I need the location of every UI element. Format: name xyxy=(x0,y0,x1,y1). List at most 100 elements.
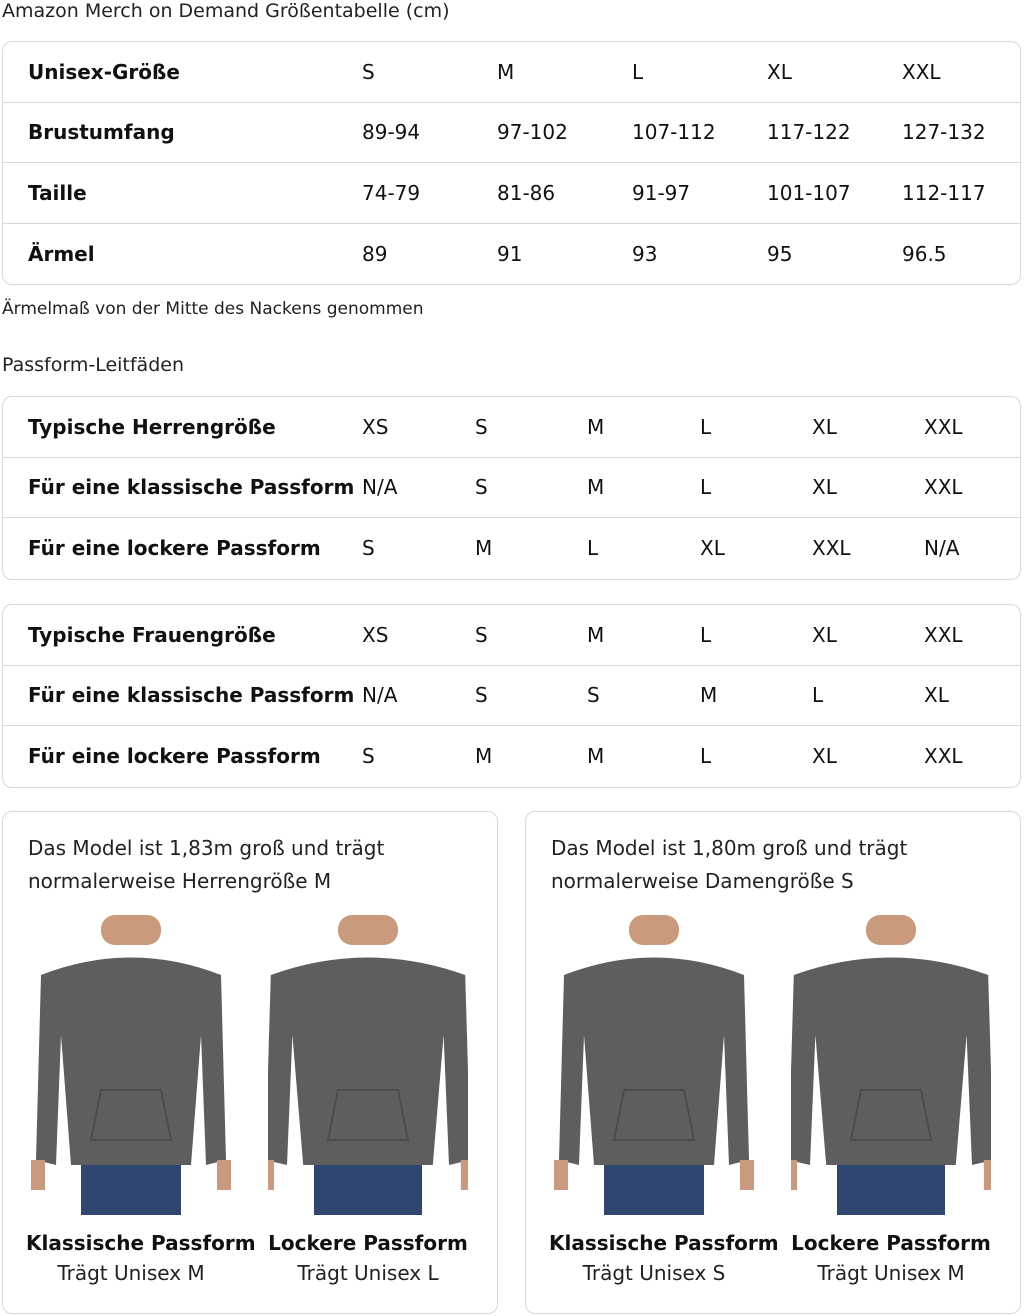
men-model-card: Das Model ist 1,83m groß und trägt norma… xyxy=(2,811,498,1314)
row-label: Taille xyxy=(28,180,87,205)
table-row: Brustumfang 89-94 97-102 107-112 117-122 127-… xyxy=(3,103,1020,163)
sleeve-note: Ärmelmaß von der Mitte des Nackens genom… xyxy=(2,299,424,319)
row-label: Ärmel xyxy=(28,241,95,266)
cell-value: 96.5 xyxy=(902,241,947,266)
size-worn: Trägt Unisex L xyxy=(297,1261,439,1285)
cell-value: XL xyxy=(812,744,837,769)
fit-caption: Lockere Passform xyxy=(268,1231,468,1255)
cell-value: 107-112 xyxy=(632,120,716,145)
table-row: Für eine lockere Passform S M L XL XXL N/A xyxy=(3,518,1020,579)
row-label: Für eine lockere Passform xyxy=(28,536,321,561)
cell-value: 97-102 xyxy=(497,120,568,145)
cell-value: XXL xyxy=(924,622,963,647)
cell-value: M xyxy=(497,59,515,84)
cell-value: M xyxy=(587,622,605,647)
cell-value: L xyxy=(700,475,712,500)
row-label: Für eine klassische Passform xyxy=(28,683,355,708)
hoodie-model-image xyxy=(263,915,473,1215)
cell-value: 101-107 xyxy=(767,180,851,205)
size-worn: Trägt Unisex M xyxy=(57,1261,205,1285)
table-row: Typische Frauengröße XS S M L XL XXL xyxy=(3,605,1020,666)
hoodie-model-image xyxy=(26,915,236,1215)
table-row: Ärmel 89 91 93 95 96.5 xyxy=(3,224,1020,285)
page-title: Amazon Merch on Demand Größentabelle (cm… xyxy=(2,0,450,22)
model-figure: Lockere Passform Trägt Unisex L xyxy=(263,915,473,1285)
cell-value: XXL xyxy=(812,536,851,561)
table-row: Für eine klassische Passform N/A S S M L XL xyxy=(3,666,1020,726)
cell-value: N/A xyxy=(924,536,960,561)
size-worn: Trägt Unisex M xyxy=(817,1261,965,1285)
table-row: Typische Herrengröße XS S M L XL XXL xyxy=(3,397,1020,458)
cell-value: M xyxy=(587,744,605,769)
cell-value: 81-86 xyxy=(497,180,556,205)
cell-value: L xyxy=(700,744,712,769)
women-fit-table: Typische Frauengröße XS S M L XL XXL Für eine k… xyxy=(2,604,1021,788)
men-fit-table: Typische Herrengröße XS S M L XL XXL Für eine k… xyxy=(2,396,1021,580)
cell-value: 117-122 xyxy=(767,120,851,145)
model-description: Das Model ist 1,83m groß und trägt norma… xyxy=(28,836,385,893)
cell-value: S xyxy=(475,683,488,708)
cell-value: 89-94 xyxy=(362,120,421,145)
table-row: Für eine lockere Passform S M M L XL XXL xyxy=(3,726,1020,787)
size-table: Unisex-Größe S M L XL XXL Brustumfang 89-94 97-1… xyxy=(2,41,1021,285)
model-description: Das Model ist 1,80m groß und trägt norma… xyxy=(551,836,908,893)
cell-value: L xyxy=(812,683,824,708)
cell-value: N/A xyxy=(362,683,398,708)
row-label: Für eine lockere Passform xyxy=(28,744,321,769)
cell-value: M xyxy=(700,683,718,708)
cell-value: S xyxy=(475,475,488,500)
row-label: Brustumfang xyxy=(28,120,175,145)
cell-value: M xyxy=(475,536,493,561)
cell-value: L xyxy=(587,536,599,561)
size-worn: Trägt Unisex S xyxy=(582,1261,726,1285)
row-label: Für eine klassische Passform xyxy=(28,475,355,500)
cell-value: M xyxy=(475,744,493,769)
cell-value: N/A xyxy=(362,475,398,500)
cell-value: XL xyxy=(767,59,792,84)
cell-value: S xyxy=(362,744,375,769)
cell-value: L xyxy=(700,414,712,439)
cell-value: XS xyxy=(362,414,389,439)
cell-value: XL xyxy=(812,475,837,500)
cell-value: XL xyxy=(812,414,837,439)
table-row: Unisex-Größe S M L XL XXL xyxy=(3,42,1020,103)
women-model-card: Das Model ist 1,80m groß und trägt norma… xyxy=(525,811,1021,1314)
cell-value: 112-117 xyxy=(902,180,986,205)
cell-value: 89 xyxy=(362,241,388,266)
cell-value: XXL xyxy=(924,744,963,769)
model-figure: Klassische Passform Trägt Unisex S xyxy=(549,915,779,1285)
row-label: Typische Herrengröße xyxy=(28,414,276,439)
row-label: Unisex-Größe xyxy=(28,59,180,84)
fit-caption: Klassische Passform xyxy=(26,1231,256,1255)
fit-caption: Klassische Passform xyxy=(549,1231,779,1255)
cell-value: S xyxy=(362,59,375,84)
cell-value: XS xyxy=(362,622,389,647)
cell-value: XXL xyxy=(924,475,963,500)
cell-value: M xyxy=(587,414,605,439)
table-row: Taille 74-79 81-86 91-97 101-107 112-117 xyxy=(3,163,1020,224)
cell-value: M xyxy=(587,475,605,500)
cell-value: XL xyxy=(924,683,949,708)
cell-value: XL xyxy=(812,622,837,647)
cell-value: L xyxy=(700,622,712,647)
fit-caption: Lockere Passform xyxy=(791,1231,991,1255)
cell-value: L xyxy=(632,59,644,84)
model-figure: Klassische Passform Trägt Unisex M xyxy=(26,915,256,1285)
cell-value: XL xyxy=(700,536,725,561)
cell-value: XXL xyxy=(902,59,941,84)
hoodie-model-image xyxy=(549,915,759,1215)
cell-value: 95 xyxy=(767,241,793,266)
model-figure: Lockere Passform Trägt Unisex M xyxy=(786,915,996,1285)
cell-value: 91-97 xyxy=(632,180,691,205)
fit-guide-title: Passform-Leitfäden xyxy=(2,354,184,376)
cell-value: S xyxy=(475,622,488,647)
row-label: Typische Frauengröße xyxy=(28,622,276,647)
cell-value: 91 xyxy=(497,241,523,266)
cell-value: XXL xyxy=(924,414,963,439)
table-row: Für eine klassische Passform N/A S M L XL XXL xyxy=(3,458,1020,518)
cell-value: 93 xyxy=(632,241,658,266)
cell-value: S xyxy=(475,414,488,439)
cell-value: S xyxy=(362,536,375,561)
cell-value: 127-132 xyxy=(902,120,986,145)
hoodie-model-image xyxy=(786,915,996,1215)
